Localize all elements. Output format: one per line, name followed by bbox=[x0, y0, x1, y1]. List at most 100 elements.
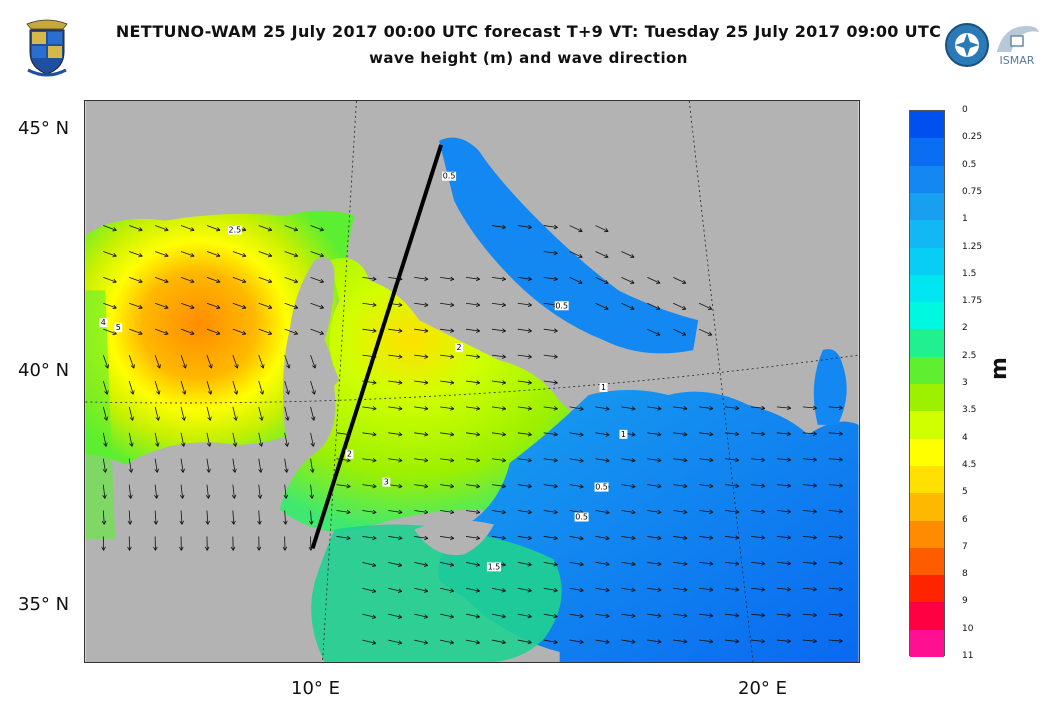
wave-arrow-head bbox=[838, 483, 843, 488]
wave-arrow bbox=[336, 432, 351, 436]
wave-arrow bbox=[750, 587, 765, 591]
wave-arrow-head bbox=[256, 546, 262, 551]
wave-arrow-head bbox=[631, 561, 636, 567]
wave-arrow bbox=[129, 251, 143, 257]
wave-arrow-head bbox=[179, 520, 185, 525]
wave-arrow-head bbox=[735, 431, 740, 437]
wave-arrow-head bbox=[164, 227, 169, 232]
wave-arrow-head bbox=[293, 252, 299, 258]
wave-arrow bbox=[725, 406, 740, 409]
wave-arrow-head bbox=[579, 406, 584, 411]
wave-arrow-head bbox=[102, 468, 108, 473]
wave-arrow bbox=[750, 406, 765, 409]
wave-arrow bbox=[154, 251, 169, 257]
wave-arrow-head bbox=[709, 509, 714, 515]
wave-arrow bbox=[388, 354, 403, 358]
wave-arrow-head bbox=[112, 278, 117, 284]
wave-arrow bbox=[180, 302, 195, 309]
wave-arrow-head bbox=[293, 330, 299, 335]
wave-arrow-head bbox=[206, 468, 211, 473]
colorbar-label: 0.5 bbox=[962, 159, 977, 170]
wave-arrow-head bbox=[657, 457, 662, 463]
wave-arrow-head bbox=[346, 432, 351, 437]
wave-arrow-head bbox=[138, 330, 143, 335]
crest-logo bbox=[26, 19, 68, 77]
wave-arrow-head bbox=[127, 520, 133, 525]
wave-arrow bbox=[414, 380, 429, 384]
wave-arrow bbox=[491, 458, 506, 462]
colorbar-label: 4 bbox=[962, 432, 968, 443]
wave-arrow-head bbox=[424, 380, 429, 385]
wave-arrow-head bbox=[683, 509, 688, 515]
wave-arrow bbox=[725, 536, 740, 539]
wave-arrow-head bbox=[424, 354, 429, 359]
wave-arrow-head bbox=[578, 253, 583, 259]
wave-arrow-head bbox=[838, 431, 843, 436]
wave-arrow-head bbox=[232, 442, 238, 447]
wave-arrow bbox=[802, 406, 817, 409]
wave-arrow-head bbox=[709, 535, 714, 541]
contour-label: 1 bbox=[601, 383, 606, 392]
wave-arrow bbox=[258, 406, 263, 421]
wave-arrow-head bbox=[398, 457, 403, 463]
wave-arrow bbox=[543, 536, 558, 539]
wave-arrow bbox=[517, 561, 532, 566]
wave-arrow bbox=[647, 302, 661, 310]
wave-arrow-head bbox=[190, 278, 195, 284]
wave-arrow-head bbox=[112, 227, 117, 232]
lon-label-10: 10° E bbox=[291, 678, 340, 699]
wave-arrow-head bbox=[553, 613, 558, 619]
wave-arrow-head bbox=[761, 535, 766, 540]
wave-arrow bbox=[776, 458, 791, 461]
wave-arrow bbox=[750, 561, 765, 565]
wave-arrow-head bbox=[372, 483, 377, 489]
wave-arrow bbox=[543, 484, 558, 487]
wave-arrow-head bbox=[372, 380, 377, 385]
wave-arrow-head bbox=[786, 587, 792, 592]
wave-arrow bbox=[828, 561, 843, 564]
colorbar-label: 2.5 bbox=[962, 350, 977, 361]
wave-arrow-head bbox=[501, 614, 506, 619]
wave-arrow bbox=[673, 639, 688, 643]
wave-arrow-head bbox=[683, 639, 688, 644]
wave-arrow bbox=[414, 406, 429, 410]
wave-arrow-head bbox=[346, 535, 351, 541]
wave-arrow-head bbox=[527, 380, 532, 385]
wave-arrow bbox=[258, 276, 273, 283]
wave-arrow bbox=[595, 561, 610, 565]
wave-arrow bbox=[180, 380, 186, 395]
wave-arrow-head bbox=[579, 458, 584, 463]
wave-arrow bbox=[414, 536, 429, 539]
wave-arrow bbox=[258, 225, 273, 231]
wave-arrow bbox=[284, 225, 298, 231]
wave-arrow bbox=[129, 328, 143, 335]
wave-arrow bbox=[362, 432, 377, 436]
wave-arrow-head bbox=[761, 483, 766, 489]
wave-arrow-head bbox=[128, 494, 133, 499]
wave-arrow-head bbox=[450, 483, 455, 489]
wave-arrow bbox=[102, 354, 109, 369]
wave-arrow bbox=[802, 639, 817, 642]
wave-arrow bbox=[180, 484, 184, 499]
wave-arrow-head bbox=[631, 432, 636, 437]
wave-arrow bbox=[517, 225, 532, 228]
wave-arrow bbox=[414, 613, 428, 618]
wave-arrow-head bbox=[450, 328, 455, 333]
wave-arrow-head bbox=[553, 562, 558, 567]
wave-arrow bbox=[465, 510, 480, 513]
wave-arrow-head bbox=[267, 252, 273, 258]
wave-arrow bbox=[725, 510, 740, 513]
wave-arrow-head bbox=[657, 535, 662, 541]
colorbar-segment bbox=[910, 493, 944, 521]
wave-arrow bbox=[414, 458, 429, 462]
wave-arrow bbox=[154, 225, 169, 231]
wave-arrow bbox=[414, 561, 428, 566]
wave-arrow-head bbox=[449, 614, 455, 619]
wave-arrow bbox=[569, 613, 584, 617]
colorbar-segment bbox=[910, 602, 944, 631]
wave-arrow bbox=[621, 277, 635, 284]
wave-arrow bbox=[284, 328, 298, 335]
wave-arrow-head bbox=[631, 535, 636, 541]
wave-arrow-head bbox=[630, 253, 635, 259]
wave-arrow-head bbox=[423, 640, 429, 645]
